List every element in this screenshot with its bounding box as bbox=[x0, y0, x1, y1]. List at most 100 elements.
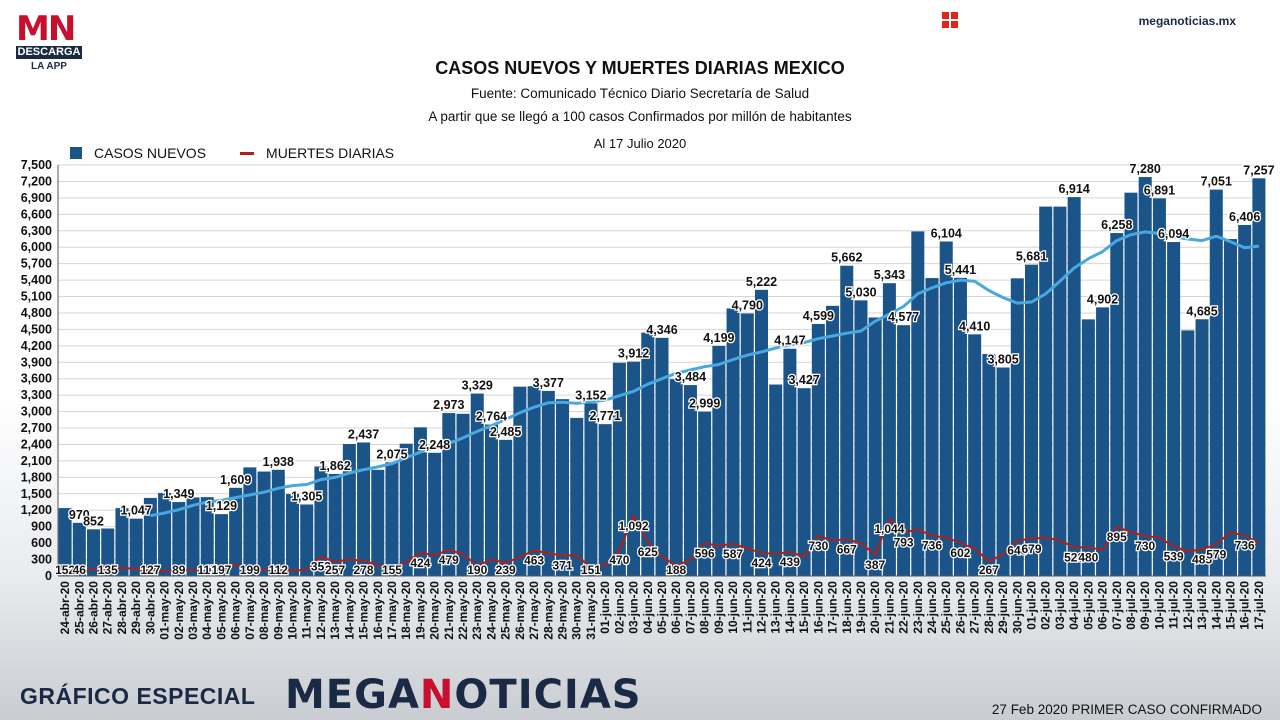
data-label-muertes: 188 bbox=[666, 563, 686, 577]
series-line-muertes-diarias bbox=[64, 513, 1260, 575]
y-tick-label: 3,000 bbox=[21, 405, 52, 419]
bar-casos-nuevos bbox=[1025, 264, 1039, 576]
y-tick-label: 1,500 bbox=[21, 487, 52, 501]
data-label-casos: 6,258 bbox=[1101, 218, 1132, 232]
data-label-muertes: 424 bbox=[751, 556, 771, 570]
footer-brand-b: N bbox=[419, 672, 455, 718]
data-label-casos: 3,377 bbox=[533, 376, 564, 390]
bar-casos-nuevos bbox=[101, 528, 115, 576]
data-label-casos: 2,248 bbox=[419, 438, 450, 452]
bar-casos-nuevos bbox=[726, 308, 740, 576]
y-tick-label: 5,700 bbox=[21, 257, 52, 271]
data-label-casos: 7,051 bbox=[1201, 175, 1232, 189]
x-tick-label: 23-may-20 bbox=[470, 581, 484, 640]
x-tick-label: 07-jun-20 bbox=[683, 581, 697, 634]
app-logo[interactable]: MN DESCARGA LA APP bbox=[16, 12, 82, 72]
chart-title: CASOS NUEVOS Y MUERTES DIARIAS MEXICO bbox=[435, 58, 845, 78]
data-label-casos: 2,973 bbox=[433, 398, 464, 412]
bar-casos-nuevos bbox=[925, 278, 939, 576]
bar-casos-nuevos bbox=[428, 452, 442, 576]
data-label-casos: 5,222 bbox=[746, 275, 777, 289]
bar-casos-nuevos bbox=[655, 337, 669, 576]
y-tick-label: 2,100 bbox=[21, 454, 52, 468]
bar-casos-nuevos bbox=[442, 413, 456, 576]
y-tick-label: 2,400 bbox=[21, 437, 52, 451]
bar-casos-nuevos bbox=[1252, 178, 1266, 576]
x-tick-label: 05-jun-20 bbox=[655, 581, 669, 634]
data-label-muertes: 679 bbox=[1021, 542, 1041, 556]
legend-deaths-label: MUERTES DIARIAS bbox=[266, 145, 395, 161]
x-tick-label: 10-jun-20 bbox=[726, 581, 740, 634]
site-url[interactable]: meganoticias.mx bbox=[1138, 14, 1236, 28]
x-tick-label: 15-jul-20 bbox=[1223, 581, 1237, 630]
data-label-casos: 4,599 bbox=[803, 309, 834, 323]
data-label-muertes: 463 bbox=[524, 554, 544, 568]
data-label-muertes: 602 bbox=[950, 546, 970, 560]
x-tick-label: 14-jul-20 bbox=[1209, 581, 1223, 630]
x-tick-label: 10-may-20 bbox=[285, 581, 299, 640]
data-label-muertes: 793 bbox=[894, 536, 914, 550]
bar-casos-nuevos bbox=[712, 345, 726, 576]
bar-casos-nuevos bbox=[754, 289, 768, 576]
data-label-muertes: 667 bbox=[837, 542, 857, 556]
y-tick-label: 1,200 bbox=[21, 503, 52, 517]
logo-app-label: LA APP bbox=[31, 61, 67, 72]
x-tick-label: 20-may-20 bbox=[428, 581, 442, 640]
x-tick-label: 09-jul-20 bbox=[1138, 581, 1152, 630]
chart-subtitle-source: Fuente: Comunicado Técnico Diario Secret… bbox=[470, 86, 810, 101]
bar-casos-nuevos bbox=[911, 231, 925, 576]
bar-casos-nuevos bbox=[868, 317, 882, 576]
bar-casos-nuevos bbox=[271, 469, 285, 576]
bar-casos-nuevos bbox=[1181, 330, 1195, 576]
data-label-casos: 970 bbox=[69, 508, 90, 522]
x-tick-label: 30-jun-20 bbox=[1010, 581, 1024, 634]
bar-casos-nuevos bbox=[854, 300, 868, 576]
bar-casos-nuevos bbox=[698, 411, 712, 576]
x-tick-label: 24-may-20 bbox=[484, 581, 498, 640]
chart-subtitle-date: Al 17 Julio 2020 bbox=[593, 136, 687, 151]
x-tick-label: 01-may-20 bbox=[158, 581, 172, 640]
data-label-casos: 2,764 bbox=[476, 410, 507, 424]
x-tick-label: 07-jul-20 bbox=[1110, 581, 1124, 630]
x-tick-label: 23-jun-20 bbox=[911, 581, 925, 634]
x-tick-label: 13-may-20 bbox=[328, 581, 342, 640]
y-tick-label: 3,600 bbox=[21, 372, 52, 386]
data-label-casos: 2,999 bbox=[689, 397, 720, 411]
x-tick-label: 11-may-20 bbox=[300, 581, 314, 639]
bar-casos-nuevos bbox=[570, 417, 584, 576]
data-label-casos: 3,805 bbox=[987, 352, 1018, 366]
y-tick-label: 600 bbox=[31, 536, 52, 550]
data-label-muertes: 736 bbox=[922, 539, 942, 553]
bar-casos-nuevos bbox=[300, 504, 314, 576]
x-tick-label: 08-jun-20 bbox=[698, 581, 712, 634]
bar-casos-nuevos bbox=[1081, 319, 1095, 576]
bar-casos-nuevos bbox=[214, 514, 228, 576]
x-tick-label: 14-jun-20 bbox=[783, 581, 797, 634]
data-label-casos: 3,152 bbox=[575, 388, 606, 402]
y-tick-label: 300 bbox=[31, 553, 52, 567]
data-label-muertes: 424 bbox=[410, 556, 430, 570]
x-tick-label: 03-jul-20 bbox=[1053, 581, 1067, 630]
bar-casos-nuevos bbox=[641, 332, 655, 576]
bar-casos-nuevos bbox=[669, 379, 683, 576]
logo-download-badge: DESCARGA bbox=[16, 46, 82, 59]
x-tick-label: 10-jul-20 bbox=[1152, 581, 1166, 630]
data-label-casos: 4,346 bbox=[646, 323, 677, 337]
bar-casos-nuevos bbox=[1110, 233, 1124, 577]
bar-casos-nuevos bbox=[314, 466, 328, 576]
x-tick-label: 02-jun-20 bbox=[612, 581, 626, 634]
bar-casos-nuevos bbox=[1195, 319, 1209, 576]
data-label-casos: 2,771 bbox=[590, 409, 621, 423]
footer-brand-c: OTICIAS bbox=[454, 672, 642, 718]
x-tick-label: 08-may-20 bbox=[257, 581, 271, 640]
data-label-casos: 1,349 bbox=[163, 487, 194, 501]
x-tick-label: 05-jul-20 bbox=[1081, 581, 1095, 630]
chart-legend: CASOS NUEVOS MUERTES DIARIAS bbox=[70, 145, 394, 161]
x-tick-label: 13-jul-20 bbox=[1195, 581, 1209, 630]
bar-casos-nuevos bbox=[385, 462, 399, 576]
grid-icon bbox=[942, 12, 958, 28]
data-label-casos: 3,427 bbox=[788, 373, 819, 387]
x-tick-label: 03-jun-20 bbox=[627, 581, 641, 634]
data-label-casos: 5,030 bbox=[845, 285, 876, 299]
data-label-muertes: 387 bbox=[865, 558, 885, 572]
